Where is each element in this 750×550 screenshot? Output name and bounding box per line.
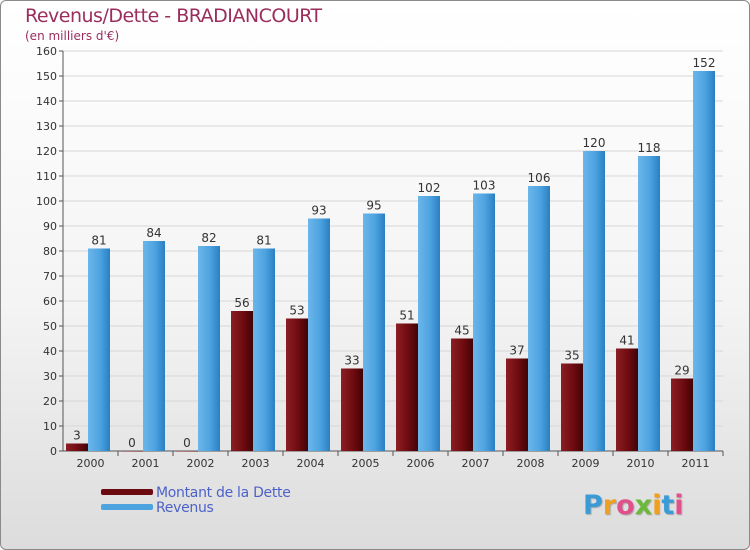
logo-letter: o [616, 490, 635, 521]
legend-swatch-debt [101, 489, 153, 495]
data-label-revenus: 152 [693, 56, 716, 70]
grid-lines [63, 50, 723, 452]
bar-revenus [418, 196, 440, 451]
chart-title: Revenus/Dette - BRADIANCOURT [25, 5, 322, 27]
data-label-debt: 0 [128, 436, 136, 450]
data-label-debt: 33 [344, 354, 359, 368]
data-label-revenus: 93 [311, 204, 326, 218]
data-label-revenus: 95 [366, 199, 381, 213]
y-tick-label: 160 [36, 45, 57, 58]
bar-revenus [88, 248, 110, 451]
proxiti-logo: Proxiti [583, 490, 684, 521]
bar-revenus [473, 193, 495, 451]
x-tick-label: 2002 [187, 457, 215, 470]
logo-letter: P [583, 490, 603, 521]
x-tick-label: 2003 [242, 457, 270, 470]
bar-debt [176, 451, 198, 452]
data-label-debt: 45 [454, 324, 469, 338]
chart-subtitle: (en milliers d'€) [25, 29, 120, 43]
legend-label-revenus: Revenus [156, 500, 214, 516]
bar-revenus [253, 248, 275, 451]
data-label-debt: 35 [564, 349, 579, 363]
data-label-revenus: 118 [638, 141, 661, 155]
data-label-revenus: 102 [418, 181, 441, 195]
y-tick-label: 90 [43, 220, 57, 233]
y-tick-label: 150 [36, 70, 57, 83]
data-label-revenus: 82 [201, 231, 216, 245]
data-label-revenus: 120 [583, 136, 606, 150]
data-label-revenus: 84 [146, 226, 161, 240]
bar-debt [616, 348, 638, 451]
data-label-debt: 51 [399, 309, 414, 323]
bar-debt [396, 323, 418, 451]
bar-debt [561, 363, 583, 451]
data-label-revenus: 81 [91, 234, 106, 248]
legend-swatch-revenus [101, 504, 153, 510]
y-tick-label: 80 [43, 245, 57, 258]
y-tick-label: 120 [36, 145, 57, 158]
y-tick-label: 50 [43, 320, 57, 333]
bar-revenus [198, 246, 220, 451]
bar-revenus [638, 156, 660, 451]
bar-debt [341, 368, 363, 451]
bar-revenus [308, 218, 330, 451]
y-tick-label: 60 [43, 295, 57, 308]
bar-revenus [583, 151, 605, 451]
y-tick-label: 110 [36, 170, 57, 183]
y-tick-label: 40 [43, 345, 57, 358]
bar-debt [231, 311, 253, 451]
bar-revenus [143, 241, 165, 451]
data-label-debt: 53 [289, 304, 304, 318]
bar-revenus [363, 213, 385, 451]
y-tick-label: 10 [43, 420, 57, 433]
x-tick-label: 2001 [132, 457, 160, 470]
logo-letter: r [602, 490, 617, 521]
x-tick-label: 2000 [77, 457, 105, 470]
bar-debt [451, 338, 473, 451]
legend-label-debt: Montant de la Dette [156, 485, 291, 501]
x-tick-label: 2007 [462, 457, 490, 470]
y-tick-label: 140 [36, 95, 57, 108]
bar-revenus [528, 186, 550, 451]
x-tick-label: 2011 [682, 457, 710, 470]
bars [66, 71, 715, 452]
data-label-debt: 41 [619, 334, 634, 348]
y-tick-label: 30 [43, 370, 57, 383]
bar-debt [286, 318, 308, 451]
data-label-revenus: 81 [256, 234, 271, 248]
data-label-debt: 37 [509, 344, 524, 358]
x-tick-label: 2006 [407, 457, 435, 470]
x-tick-label: 2005 [352, 457, 380, 470]
y-tick-label: 100 [36, 195, 57, 208]
axes: 0102030405060708090100110120130140150160… [36, 45, 724, 470]
logo-letter: x [634, 490, 653, 521]
x-tick-label: 2008 [517, 457, 545, 470]
bar-debt [506, 358, 528, 451]
data-label-revenus: 103 [473, 179, 496, 193]
logo-letter: i [652, 490, 662, 521]
x-tick-label: 2010 [627, 457, 655, 470]
y-tick-label: 70 [43, 270, 57, 283]
y-tick-label: 20 [43, 395, 57, 408]
data-label-debt: 56 [234, 296, 249, 310]
x-tick-label: 2004 [297, 457, 325, 470]
bar-debt [671, 378, 693, 451]
data-label-debt: 29 [674, 364, 689, 378]
y-tick-label: 0 [50, 445, 57, 458]
logo-letter: i [674, 490, 684, 521]
data-labels: 3 81 0 84 0 82 56 81 53 93 33 95 51 102 45 103 37 106 35 12… [73, 56, 715, 450]
bar-debt [121, 451, 143, 452]
x-tick-label: 2009 [572, 457, 600, 470]
y-tick-label: 130 [36, 120, 57, 133]
bar-debt [66, 443, 88, 451]
data-label-debt: 0 [183, 436, 191, 450]
data-label-revenus: 106 [528, 171, 551, 185]
bar-revenus [693, 71, 715, 451]
data-label-debt: 3 [73, 429, 81, 443]
logo-letter: t [661, 490, 675, 521]
